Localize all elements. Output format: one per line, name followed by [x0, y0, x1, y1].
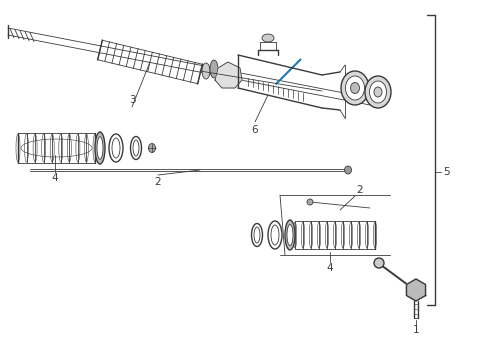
Ellipse shape: [202, 63, 210, 79]
Polygon shape: [215, 62, 242, 88]
Text: 3: 3: [129, 95, 135, 105]
Ellipse shape: [365, 76, 391, 108]
Ellipse shape: [95, 132, 105, 164]
Ellipse shape: [148, 144, 155, 153]
Text: 1: 1: [413, 325, 419, 335]
Polygon shape: [407, 279, 425, 301]
Ellipse shape: [307, 199, 313, 205]
Ellipse shape: [369, 81, 387, 103]
Text: 2: 2: [357, 185, 363, 195]
Ellipse shape: [109, 134, 123, 162]
Text: 4: 4: [51, 173, 58, 183]
Ellipse shape: [350, 82, 360, 94]
Ellipse shape: [268, 221, 282, 249]
Ellipse shape: [287, 225, 293, 246]
Ellipse shape: [251, 224, 263, 247]
Ellipse shape: [210, 60, 218, 78]
Ellipse shape: [374, 87, 382, 97]
Ellipse shape: [345, 76, 365, 100]
Text: 2: 2: [155, 177, 161, 187]
Text: 5: 5: [443, 167, 450, 177]
Ellipse shape: [262, 34, 274, 42]
Ellipse shape: [130, 136, 142, 159]
Ellipse shape: [344, 166, 351, 174]
Ellipse shape: [285, 220, 295, 250]
Ellipse shape: [341, 71, 369, 105]
Text: 6: 6: [252, 125, 258, 135]
Ellipse shape: [374, 258, 384, 268]
Text: 4: 4: [327, 263, 333, 273]
Ellipse shape: [97, 137, 103, 159]
